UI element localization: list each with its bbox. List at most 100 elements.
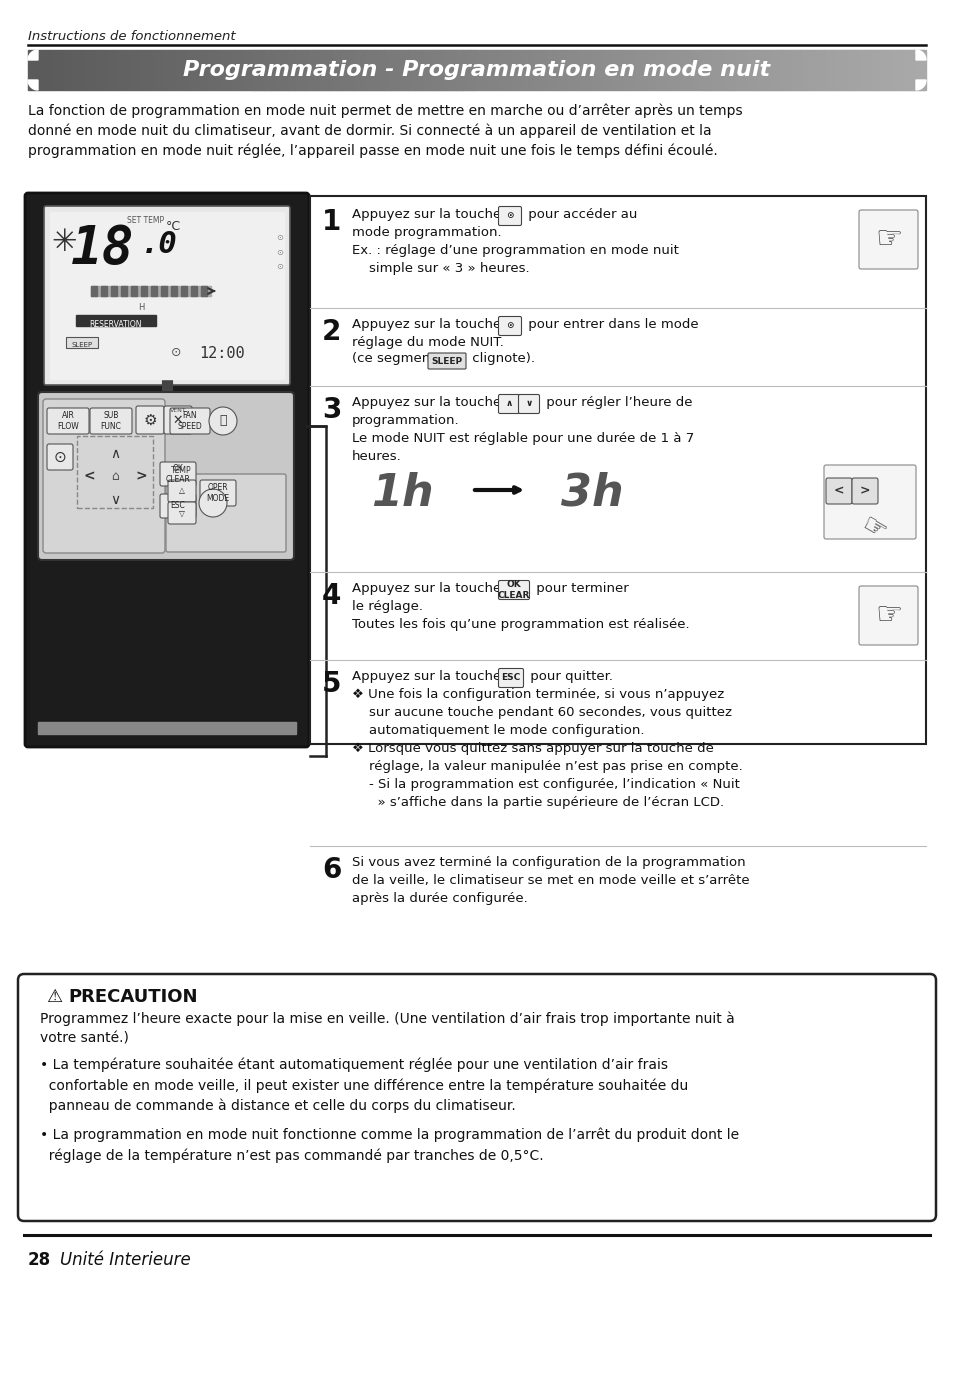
Wedge shape <box>28 80 38 90</box>
Bar <box>629 50 633 90</box>
Bar <box>141 286 147 295</box>
Bar <box>398 50 402 90</box>
Bar <box>689 50 692 90</box>
Bar <box>569 50 573 90</box>
Bar <box>121 50 124 90</box>
Bar <box>728 50 731 90</box>
Text: ⊙
⊙
⊙: ⊙ ⊙ ⊙ <box>275 232 283 272</box>
Bar <box>109 50 112 90</box>
Bar <box>551 50 555 90</box>
Bar <box>204 50 208 90</box>
FancyBboxPatch shape <box>498 316 521 336</box>
Bar <box>348 50 352 90</box>
FancyBboxPatch shape <box>168 503 195 524</box>
Bar <box>677 50 680 90</box>
Bar <box>312 50 315 90</box>
Bar <box>665 50 668 90</box>
Bar <box>823 50 827 90</box>
Bar <box>510 50 513 90</box>
Text: 5: 5 <box>322 671 341 699</box>
Bar <box>171 286 177 295</box>
Bar <box>271 50 274 90</box>
Bar <box>103 50 106 90</box>
Bar <box>479 50 483 90</box>
Bar <box>805 50 809 90</box>
Bar <box>121 286 127 295</box>
Bar <box>453 50 456 90</box>
Bar <box>405 50 408 90</box>
Bar <box>641 50 644 90</box>
Bar <box>234 50 238 90</box>
Bar <box>841 50 844 90</box>
Bar <box>369 50 373 90</box>
Bar <box>114 50 118 90</box>
Bar <box>211 50 213 90</box>
Bar <box>282 50 286 90</box>
Text: ESC: ESC <box>171 501 185 511</box>
Bar <box>345 50 349 90</box>
Bar <box>766 50 770 90</box>
FancyBboxPatch shape <box>200 480 235 505</box>
Bar <box>698 50 701 90</box>
Text: ⊙: ⊙ <box>506 211 514 220</box>
Bar <box>174 50 178 90</box>
Text: ☞: ☞ <box>875 602 902 630</box>
Bar <box>710 50 713 90</box>
Bar <box>288 50 292 90</box>
Text: ESC: ESC <box>501 673 520 683</box>
Text: Appuyez sur la touche: Appuyez sur la touche <box>352 209 505 221</box>
Text: ∨: ∨ <box>525 399 532 409</box>
Bar <box>877 50 881 90</box>
Text: ❖ Une fois la configuration terminée, si vous n’appuyez
    sur aucune touche pe: ❖ Une fois la configuration terminée, si… <box>352 687 742 809</box>
Bar <box>679 50 683 90</box>
Bar <box>447 50 450 90</box>
FancyBboxPatch shape <box>518 395 539 413</box>
Bar <box>874 50 878 90</box>
Bar <box>100 50 103 90</box>
Bar <box>51 50 55 90</box>
Bar <box>749 50 752 90</box>
Text: TEMP: TEMP <box>171 466 192 475</box>
FancyBboxPatch shape <box>498 669 523 687</box>
Bar <box>653 50 657 90</box>
FancyBboxPatch shape <box>209 407 236 435</box>
Bar <box>617 50 620 90</box>
Bar <box>700 50 704 90</box>
Text: H: H <box>137 302 144 312</box>
Text: FAN
SPEED: FAN SPEED <box>177 412 202 431</box>
Bar <box>682 50 686 90</box>
Text: 6: 6 <box>322 855 341 883</box>
Bar <box>402 50 405 90</box>
Bar <box>784 50 788 90</box>
Bar <box>558 50 560 90</box>
Bar <box>195 50 199 90</box>
Bar <box>635 50 639 90</box>
Bar <box>327 50 331 90</box>
Bar <box>432 50 436 90</box>
Bar <box>563 50 567 90</box>
Bar <box>839 50 841 90</box>
Text: ∧: ∧ <box>505 399 512 409</box>
Bar <box>131 286 137 295</box>
Text: AIR
FLOW: AIR FLOW <box>57 412 79 431</box>
Bar <box>237 50 241 90</box>
Bar <box>492 50 495 90</box>
Text: OK
CLEAR: OK CLEAR <box>166 465 191 484</box>
Bar <box>605 50 609 90</box>
Bar <box>464 50 468 90</box>
Bar <box>37 50 40 90</box>
Bar <box>142 50 145 90</box>
Bar <box>310 196 925 743</box>
Bar <box>411 50 415 90</box>
FancyBboxPatch shape <box>428 353 465 370</box>
Bar <box>737 50 740 90</box>
Bar <box>324 50 328 90</box>
Bar <box>258 50 262 90</box>
Bar <box>91 286 211 295</box>
Bar <box>43 50 47 90</box>
Text: ⊙: ⊙ <box>506 322 514 330</box>
Bar <box>808 50 812 90</box>
Text: ⚠: ⚠ <box>46 988 62 1007</box>
Bar <box>555 50 558 90</box>
Bar <box>721 50 725 90</box>
